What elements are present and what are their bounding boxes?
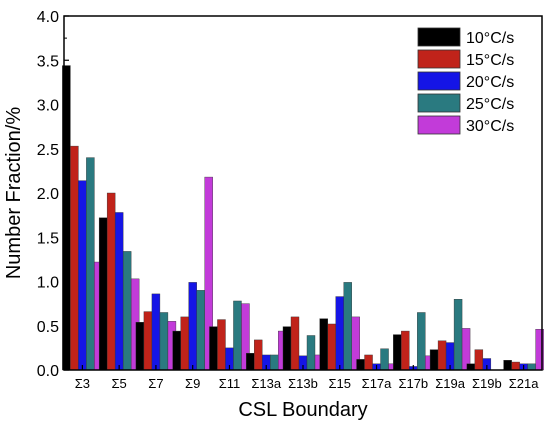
axes: 0.0 0.5 1.0 1.5 2.0 2.5 3.0 3.5 4.0 Σ3 Σ5 Σ7 Σ9 Σ11 Σ1… [37, 9, 539, 391]
bar [151, 293, 161, 371]
x-tick-label: Σ15 [329, 376, 352, 391]
bar [356, 359, 365, 371]
x-tick-label: Σ13b [288, 376, 318, 391]
bar [437, 340, 447, 371]
bar [246, 352, 255, 371]
bar [380, 348, 389, 371]
bar [233, 300, 242, 371]
bar [254, 339, 263, 371]
x-axis-label: CSL Boundary [238, 399, 367, 421]
bar [290, 316, 300, 371]
legend-label: 30°C/s [466, 118, 514, 135]
bar [343, 282, 352, 371]
bar [511, 361, 520, 371]
y-tick-label: 2.5 [37, 142, 59, 159]
x-tick-label: Σ13a [251, 376, 281, 391]
x-tick-label: Σ5 [112, 376, 127, 391]
legend-swatch [417, 49, 461, 69]
bar [122, 251, 132, 371]
legend-swatch [417, 27, 461, 47]
bar [306, 335, 316, 371]
bar [78, 180, 87, 371]
bar [393, 334, 402, 371]
bar [401, 330, 410, 371]
y-tick-label: 3.0 [37, 98, 59, 115]
x-tick-label: Σ7 [148, 376, 163, 391]
legend-label: 15°C/s [466, 52, 514, 69]
legend-swatch [417, 93, 461, 113]
y-tick-label: 1.0 [37, 275, 59, 292]
y-tick-label: 4.0 [37, 9, 59, 26]
bar [364, 354, 373, 371]
bar [86, 157, 95, 371]
bar [106, 192, 116, 371]
y-tick-label: 0.0 [37, 363, 59, 380]
bar [135, 322, 145, 371]
bar [217, 319, 226, 371]
y-tick-label: 3.5 [37, 53, 59, 70]
bar [70, 145, 79, 371]
x-tick-label: Σ3 [75, 376, 90, 391]
legend-swatch [417, 71, 461, 91]
bar [114, 212, 124, 371]
bar [159, 312, 169, 371]
x-tick-label: Σ21a [509, 376, 539, 391]
bar [327, 323, 336, 371]
x-tick-label: Σ19b [472, 376, 502, 391]
legend-swatch [417, 115, 461, 135]
bar [172, 330, 181, 371]
bar [335, 296, 344, 371]
bar [209, 326, 218, 371]
bar [319, 318, 328, 371]
bar [429, 349, 439, 371]
bar [98, 217, 108, 371]
bar [180, 316, 189, 371]
bar [503, 360, 512, 371]
bar [143, 311, 153, 371]
y-axis-label: Number Fraction/% [3, 107, 25, 279]
bar [527, 363, 536, 371]
legend-label: 25°C/s [466, 96, 514, 113]
y-tick-label: 2.0 [37, 186, 59, 203]
bar [474, 349, 484, 371]
bar [196, 290, 205, 371]
x-tick-label: Σ17a [362, 376, 392, 391]
x-tick-label: Σ9 [185, 376, 200, 391]
bar [453, 299, 463, 371]
legend: 10°C/s 15°C/s 20°C/s 25°C/s 30°C/s [417, 27, 514, 135]
bar [466, 363, 476, 371]
bar [417, 312, 426, 371]
legend-label: 10°C/s [466, 30, 514, 47]
plot-bars [62, 65, 544, 371]
x-tick-label: Σ11 [219, 376, 241, 391]
bar [188, 282, 197, 371]
bar [282, 326, 292, 371]
y-tick-label: 0.5 [37, 319, 59, 336]
bar [270, 354, 279, 371]
legend-label: 20°C/s [466, 74, 514, 91]
y-tick-label: 1.5 [37, 230, 59, 247]
x-tick-label: Σ19a [435, 376, 465, 391]
x-tick-label: Σ17b [398, 376, 428, 391]
